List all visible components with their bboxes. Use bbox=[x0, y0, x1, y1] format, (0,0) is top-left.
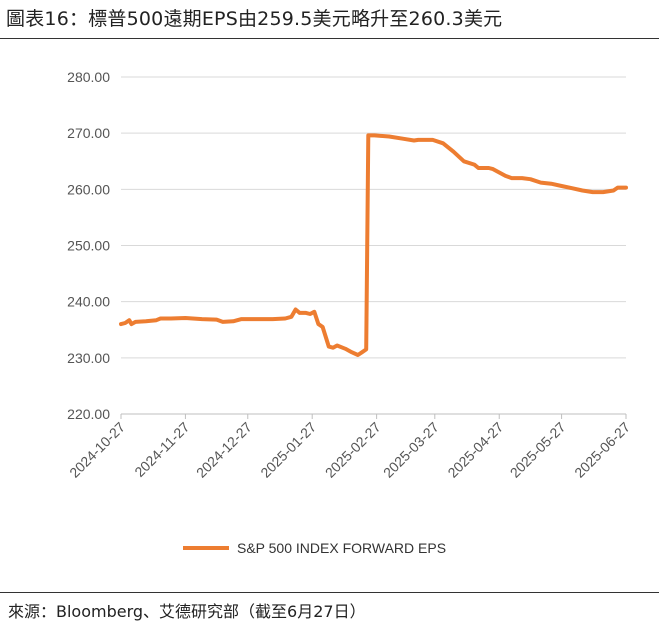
x-axis: 2024-10-27 2024-11-27 2024-12-27 2025-01-27… bbox=[66, 413, 633, 481]
y-tick-label: 220.00 bbox=[67, 406, 110, 422]
x-tick-label: 2024-10-27 bbox=[66, 419, 128, 481]
plot-area bbox=[119, 133, 628, 357]
y-tick-label: 240.00 bbox=[67, 294, 110, 310]
y-axis: 220.00 230.00 240.00 250.00 260.00 270.00 280.… bbox=[67, 69, 110, 422]
x-tick-label: 2025-01-27 bbox=[257, 419, 319, 481]
series-line-forward-eps bbox=[119, 133, 628, 357]
legend: S&P 500 INDEX FORWARD EPS bbox=[183, 540, 446, 556]
y-tick-label: 270.00 bbox=[67, 125, 110, 141]
legend-label: S&P 500 INDEX FORWARD EPS bbox=[237, 540, 446, 556]
footer-divider bbox=[0, 592, 659, 593]
x-tick-label: 2024-11-27 bbox=[131, 419, 192, 480]
x-tick-label: 2025-04-27 bbox=[444, 419, 506, 481]
x-tick-label: 2025-03-27 bbox=[380, 419, 442, 481]
x-tick-label: 2025-06-27 bbox=[571, 419, 633, 481]
y-tick-label: 280.00 bbox=[67, 69, 110, 85]
x-tick-label: 2025-02-27 bbox=[322, 419, 384, 481]
title-divider bbox=[0, 38, 659, 39]
y-tick-label: 260.00 bbox=[67, 181, 110, 197]
x-tick-label: 2024-12-27 bbox=[193, 419, 255, 481]
gridlines bbox=[121, 76, 626, 359]
source-note: 來源：Bloomberg、艾德研究部（截至6月27日） bbox=[8, 602, 366, 621]
figure-title: 圖表16：標普500遠期EPS由259.5美元略升至260.3美元 bbox=[6, 8, 503, 30]
x-tick-label: 2025-05-27 bbox=[507, 419, 569, 481]
y-tick-label: 230.00 bbox=[67, 350, 110, 366]
y-tick-label: 250.00 bbox=[67, 238, 110, 254]
